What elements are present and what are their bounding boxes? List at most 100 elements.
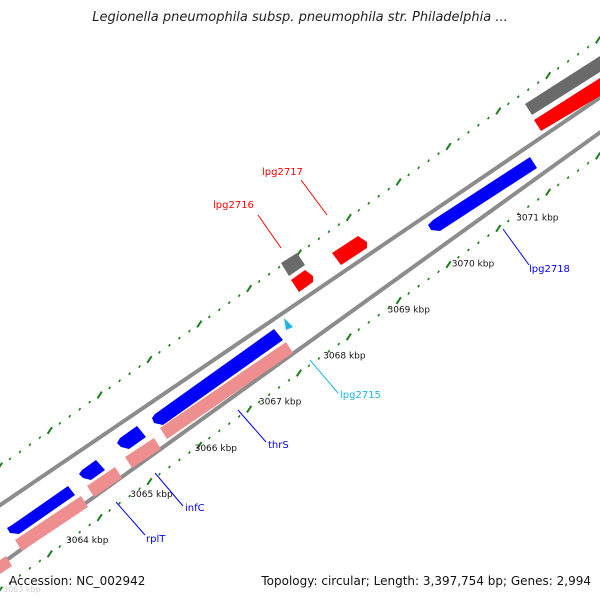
minor-tick	[337, 223, 341, 227]
major-tick	[395, 178, 402, 186]
accession-label: Accession: NC_002942	[9, 574, 146, 588]
minor-tick	[78, 407, 82, 411]
minor-tick	[556, 66, 560, 70]
minor-tick	[536, 197, 540, 201]
minor-tick	[18, 574, 22, 578]
minor-tick	[237, 294, 241, 298]
minor-tick	[38, 559, 42, 563]
cds-feature[interactable]	[291, 270, 313, 292]
similarity-feature[interactable]	[160, 342, 293, 439]
minor-tick	[8, 581, 12, 585]
rna-feature[interactable]	[525, 56, 600, 115]
major-tick	[445, 260, 452, 269]
gene-label-thrS[interactable]: thrS	[268, 440, 289, 451]
major-tick	[345, 213, 352, 222]
cds-feature[interactable]	[152, 329, 283, 425]
tick-label: 3068 kbp	[323, 352, 366, 362]
major-tick	[96, 513, 103, 522]
lpg2715-feature[interactable]	[284, 318, 293, 330]
major-tick	[495, 107, 502, 115]
minor-tick	[178, 458, 181, 462]
minor-tick	[287, 378, 291, 382]
gene-label-infC[interactable]: infC	[185, 503, 205, 514]
minor-tick	[467, 130, 470, 134]
minor-tick	[477, 241, 480, 245]
minor-tick	[158, 350, 161, 354]
minor-tick	[38, 436, 42, 440]
minor-tick	[566, 176, 570, 180]
major-tick	[445, 142, 452, 151]
minor-tick	[417, 284, 420, 288]
major-tick	[345, 332, 352, 341]
gene-leader-line	[257, 214, 282, 249]
tick-label: 3070 kbp	[452, 259, 495, 269]
minor-tick	[28, 566, 32, 570]
minor-tick	[387, 306, 391, 310]
gene-label-lpg2718[interactable]: lpg2718	[529, 264, 570, 275]
minor-tick	[88, 400, 92, 404]
similarity-feature[interactable]	[125, 438, 161, 468]
minor-tick	[18, 450, 22, 454]
minor-tick	[217, 429, 221, 433]
similarity-feature[interactable]	[0, 556, 12, 574]
gene-label-lpg2715[interactable]: lpg2715	[340, 390, 381, 401]
major-tick	[295, 369, 303, 377]
gene-label-lpg2717[interactable]: lpg2717	[262, 167, 303, 178]
similarity-feature[interactable]	[87, 467, 122, 497]
minor-tick	[506, 219, 510, 223]
tick-label: 3065 kbp	[130, 490, 173, 500]
minor-tick	[516, 95, 520, 99]
minor-tick	[457, 255, 460, 259]
minor-tick	[566, 59, 570, 63]
similarity-feature[interactable]	[15, 496, 88, 551]
gene-label-rplT[interactable]: rplT	[146, 534, 166, 545]
minor-tick	[138, 487, 141, 491]
minor-tick	[277, 385, 281, 389]
minor-tick	[118, 501, 121, 505]
minor-tick	[68, 414, 72, 418]
tick-label: 3066 kbp	[195, 444, 238, 454]
forward-cds-track	[291, 78, 600, 292]
minor-tick	[437, 270, 440, 274]
minor-tick	[217, 308, 221, 312]
cds-feature[interactable]	[534, 78, 600, 131]
minor-tick	[307, 244, 311, 248]
gene-leader-line	[115, 501, 146, 536]
minor-tick	[407, 173, 411, 177]
cds-feature[interactable]	[428, 157, 537, 231]
gene-leader-line	[154, 472, 184, 507]
gene-label-lpg2716[interactable]: lpg2716	[213, 200, 254, 211]
minor-tick	[477, 123, 480, 127]
minor-tick	[237, 414, 241, 418]
minor-tick	[317, 357, 321, 361]
similarity-track	[0, 342, 293, 574]
topology-label: Topology: circular; Length: 3,397,754 bp…	[261, 574, 591, 588]
cds-feature[interactable]	[117, 426, 146, 449]
minor-tick	[138, 365, 141, 369]
reverse-cds-track	[7, 157, 537, 534]
major-tick	[46, 549, 53, 558]
gene-leader-line	[309, 359, 339, 394]
major-tick	[395, 296, 402, 305]
gene-leader-line	[502, 228, 530, 266]
major-tick	[196, 441, 203, 450]
cds-feature[interactable]	[332, 236, 367, 265]
minor-tick	[576, 52, 580, 56]
minor-tick	[506, 102, 510, 106]
minor-tick	[317, 237, 321, 241]
minor-tick	[158, 472, 161, 476]
minor-tick	[486, 116, 490, 120]
tick-label: 3064 kbp	[66, 536, 109, 546]
minor-tick	[427, 277, 430, 281]
cds-feature[interactable]	[7, 486, 75, 534]
major-tick	[545, 188, 552, 197]
minor-tick	[128, 372, 131, 376]
major-tick	[146, 477, 153, 486]
cds-feature[interactable]	[79, 460, 105, 480]
rna-feature[interactable]	[281, 253, 305, 276]
major-tick	[146, 355, 153, 364]
minor-tick	[467, 248, 470, 252]
major-tick	[0, 586, 4, 592]
minor-tick	[128, 494, 131, 498]
